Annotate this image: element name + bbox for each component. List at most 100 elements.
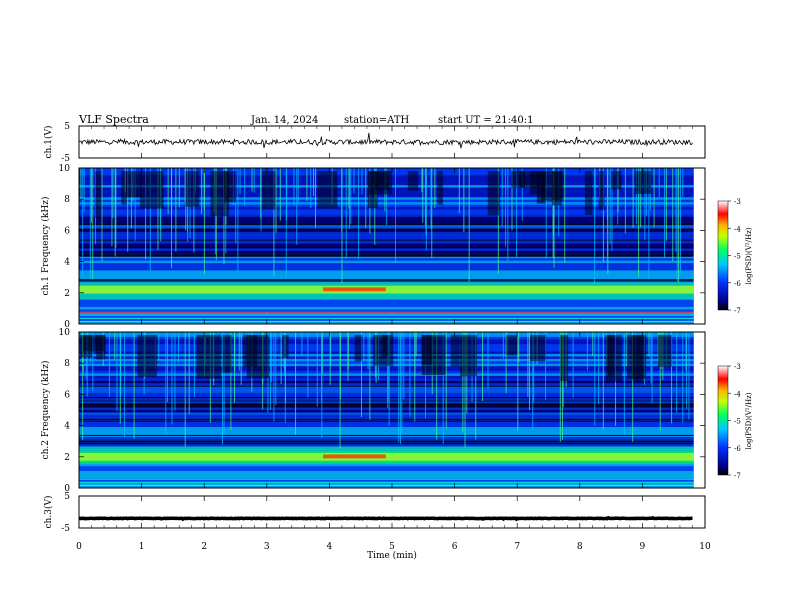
spectrogram-patch [552,171,562,206]
spectrogram-row [79,309,694,313]
spectrogram-line [79,440,694,442]
spectrogram-streak [175,168,177,252]
spectrogram-patch [487,171,500,216]
spectrogram-row [79,466,694,469]
spectrogram-streak [572,332,574,399]
spectrogram-row [79,397,694,401]
spectrogram-streak [399,332,401,445]
spectrogram-patch [450,335,460,367]
spectrogram-streak [83,168,85,212]
spectrogram-row [79,378,694,382]
spectrogram-band [79,452,694,461]
spectrogram-streak [316,332,318,407]
spectrogram-row [79,302,694,305]
spectrogram-patch [632,335,643,382]
spectrogram-line [79,397,694,399]
spectrogram-streak [367,332,369,370]
spectrogram-patch [95,335,106,352]
spectrogram-line [79,405,694,407]
colorbar-tick-label: -3 [734,363,741,371]
spectrogram-row [79,383,694,386]
spectrogram-streak [253,168,255,193]
x-tick-label: 9 [640,542,646,552]
spectrogram-row [79,463,694,467]
spectrogram-streak [363,332,365,362]
spectrogram-streak [273,332,275,422]
y-tick-label: -5 [61,524,70,534]
spectrogram-streak [415,332,417,356]
y-tick-label: 4 [64,258,70,268]
y-tick-label: 0 [64,484,70,494]
spectrogram-row [79,248,694,252]
spectrogram-streak [284,332,286,424]
spectrogram-streak [92,168,94,280]
spectrogram-row [79,270,694,274]
spectrogram-row [79,473,694,477]
spectrogram-streak [640,168,642,228]
spectrogram-streak [387,332,389,409]
spectrogram-patch [246,335,269,379]
spectrogram-streak [92,332,94,391]
spectrogram-streak [134,168,136,241]
spectrogram-streak [553,168,555,268]
x-tick-label: 8 [577,542,583,552]
spectrogram-row [79,250,694,254]
spectrogram-streak [306,168,308,202]
station-label: station=ATH [344,115,410,126]
date-label: Jan. 14, 2024 [251,115,319,126]
spectrogram-streak [108,332,110,397]
spectrogram-row [79,292,694,296]
ch1-spectrogram-ylabel: ch.1 Frequency (kHz) [40,197,51,296]
spectrogram-streak [313,168,315,197]
spectrogram-streak [386,168,388,226]
spectrogram-row [79,224,694,227]
spectrogram-streak [166,332,168,403]
spectrogram-streak [171,168,173,269]
spectrogram-line [79,418,694,420]
spectrogram-streak [297,168,299,204]
x-tick-label: 6 [452,542,458,552]
spectrogram-streak [505,168,507,247]
spectrogram-streak [120,332,122,396]
spectrogram-streak [632,168,634,228]
spectrogram-streak [632,332,634,442]
waveform-trace [78,132,693,149]
spectrogram-streak [321,332,323,438]
spectrogram-streak [330,332,332,364]
spectrogram-streak [90,168,92,223]
spectrogram-streak [398,332,400,443]
spectrogram-patch [196,335,221,379]
spectrogram-streak [101,168,103,262]
spectrogram-streak [624,168,626,234]
spectrogram-streak [653,168,655,228]
spectrogram-streak [458,168,460,214]
spectrogram-row [79,373,694,377]
spectrogram-streak [301,332,303,357]
x-tick-label: 2 [201,542,207,552]
colorbar-tick-label: -4 [734,225,741,233]
ch1-waveform-ylabel: ch.1(V) [43,126,54,159]
spectrogram-streak [114,168,116,257]
colorbar-tick-label: -6 [734,280,741,288]
spectrogram-row [79,228,694,232]
spectrogram-band [79,285,694,294]
spectrogram-patch [210,171,230,217]
spectrogram-streak [545,168,547,259]
spectrogram-streak [638,168,640,277]
spectrogram-row [79,429,694,433]
spectrogram-streak [307,332,309,398]
spectrogram-row [79,319,694,322]
spectrogram-patch [373,335,394,366]
x-tick-label: 7 [514,542,520,552]
spectrogram-row [79,385,694,389]
spectrogram-streak [388,332,390,426]
spectrogram-patch [511,171,526,188]
spectrogram-streak [222,332,224,445]
spectrogram-streak [235,168,237,244]
spectrogram-streak [149,168,151,271]
spectrogram-streak [676,168,678,282]
spectrogram-streak [482,332,484,401]
y-tick-label: 5 [64,122,70,132]
colorbar-tick-label: -5 [734,253,741,261]
spectrogram-row [79,226,694,230]
